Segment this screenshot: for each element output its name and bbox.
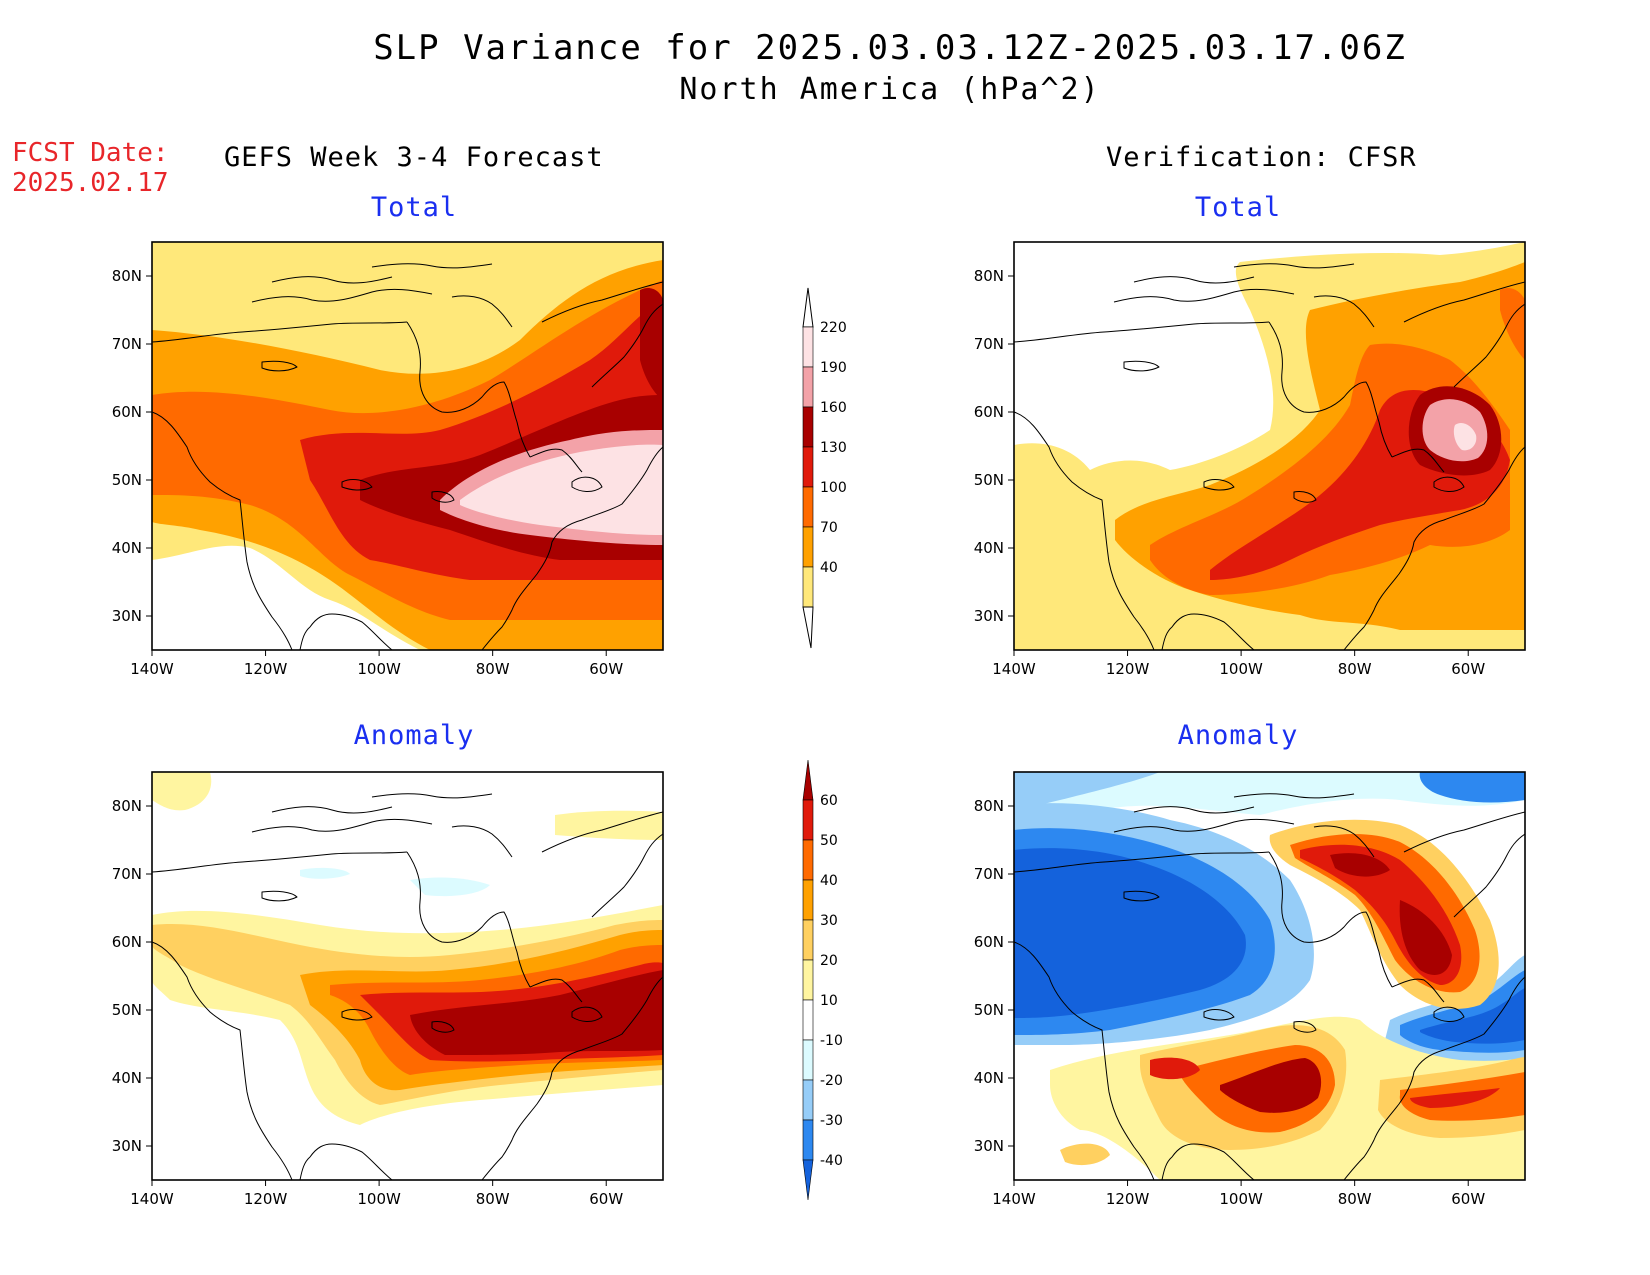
axes-forecast-anomaly: 140W 120W 100W 80W 60W 80N 70N 60N 50N 40N 30N — [112, 797, 624, 1208]
x-tick-label: 120W — [244, 1190, 288, 1208]
panel-title-verification-anomaly: Anomaly — [1177, 720, 1299, 751]
column-title-verification: Verification: CFSR — [1106, 142, 1417, 173]
main-title: SLP Variance for 2025.03.03.12Z-2025.03.… — [373, 28, 1407, 68]
axes-verification-anomaly: 140W 120W 100W 80W 60W 80N 70N 60N 50N 40N 30N — [974, 797, 1486, 1208]
x-tick-label: 60W — [589, 1190, 623, 1208]
x-tick-label: 60W — [589, 660, 623, 678]
y-tick-label: 60N — [974, 403, 1004, 421]
column-title-forecast: GEFS Week 3-4 Forecast — [224, 142, 604, 173]
map-forecast-total — [152, 242, 663, 650]
map-verification-anomaly — [1014, 772, 1525, 1180]
x-tick-label: 80W — [476, 660, 510, 678]
x-tick-label: 140W — [992, 660, 1036, 678]
colorbar-total — [802, 287, 814, 649]
x-tick-label: 60W — [1451, 1190, 1485, 1208]
colorbar-total-label: 40 — [820, 560, 838, 576]
x-tick-label: 120W — [1106, 1190, 1150, 1208]
y-tick-label: 40N — [112, 539, 142, 557]
coastline-forecast-anomaly — [151, 793, 664, 1181]
y-tick-label: 50N — [112, 471, 142, 489]
y-tick-label: 70N — [112, 335, 142, 353]
y-tick-label: 50N — [112, 1001, 142, 1019]
x-tick-label: 80W — [1338, 660, 1372, 678]
x-tick-label: 60W — [1451, 660, 1485, 678]
y-tick-label: 50N — [974, 471, 1004, 489]
colorbar-anomaly-label: 50 — [820, 833, 838, 849]
x-tick-label: 140W — [130, 660, 174, 678]
map-forecast-anomaly — [152, 772, 663, 1180]
x-tick-label: 80W — [476, 1190, 510, 1208]
y-tick-label: 40N — [974, 539, 1004, 557]
y-tick-label: 60N — [112, 933, 142, 951]
panel-title-forecast-total: Total — [370, 192, 458, 223]
colorbar-anomaly-label: -30 — [820, 1113, 843, 1129]
y-tick-label: 60N — [112, 403, 142, 421]
colorbar-anomaly-label: 20 — [820, 953, 838, 969]
colorbar-anomaly-label: 60 — [820, 793, 838, 809]
panel-title-forecast-anomaly: Anomaly — [353, 720, 475, 751]
y-tick-label: 80N — [974, 797, 1004, 815]
y-tick-label: 70N — [974, 865, 1004, 883]
map-frame-forecast-total — [151, 241, 664, 651]
x-tick-label: 140W — [130, 1190, 174, 1208]
colorbar-total-label: 130 — [820, 440, 847, 456]
colorbar-anomaly-label: 40 — [820, 873, 838, 889]
x-tick-label: 140W — [992, 1190, 1036, 1208]
x-tick-label: 120W — [244, 660, 288, 678]
colorbar-total-label: 100 — [820, 480, 847, 496]
coastline-forecast-total — [151, 263, 664, 651]
x-tick-label: 120W — [1106, 660, 1150, 678]
y-tick-label: 80N — [112, 267, 142, 285]
subtitle: North America (hPa^2) — [679, 72, 1101, 107]
map-frame-forecast-anomaly — [151, 771, 664, 1181]
y-tick-label: 50N — [974, 1001, 1004, 1019]
map-frame-verification-total — [1013, 241, 1526, 651]
colorbar-anomaly-label: 30 — [820, 913, 838, 929]
y-tick-label: 30N — [974, 1137, 1004, 1155]
panel-title-verification-total: Total — [1194, 192, 1282, 223]
colorbar-total-label: 160 — [820, 400, 847, 416]
y-tick-label: 70N — [112, 865, 142, 883]
y-tick-label: 30N — [112, 1137, 142, 1155]
coastline-verification-total — [1013, 263, 1526, 651]
x-tick-label: 100W — [1219, 1190, 1263, 1208]
x-tick-label: 100W — [357, 660, 401, 678]
map-verification-total — [1014, 242, 1525, 650]
colorbar-anomaly-label: -40 — [820, 1153, 843, 1169]
axes-forecast-total: 140W 120W 100W 80W 60W 80N 70N 60N 50N 40N 30N — [112, 267, 624, 678]
forecast-date-value: 2025.02.17 — [12, 168, 169, 198]
colorbar-total-label: 70 — [820, 520, 838, 536]
colorbar-anomaly-label: -20 — [820, 1073, 843, 1089]
y-tick-label: 40N — [112, 1069, 142, 1087]
colorbar-anomaly-label: 10 — [820, 993, 838, 1009]
y-tick-label: 80N — [112, 797, 142, 815]
y-tick-label: 30N — [112, 607, 142, 625]
x-tick-label: 80W — [1338, 1190, 1372, 1208]
colorbar-total-label: 190 — [820, 360, 847, 376]
map-frame-verification-anomaly — [1013, 771, 1526, 1181]
forecast-date-label: FCST Date: — [12, 138, 169, 168]
axes-verification-total: 140W 120W 100W 80W 60W 80N 70N 60N 50N 40N 30N — [974, 267, 1486, 678]
y-tick-label: 80N — [974, 267, 1004, 285]
colorbar-anomaly — [802, 759, 814, 1201]
colorbar-total-label: 220 — [820, 320, 847, 336]
y-tick-label: 40N — [974, 1069, 1004, 1087]
x-tick-label: 100W — [1219, 660, 1263, 678]
colorbar-anomaly-label: -10 — [820, 1033, 843, 1049]
y-tick-label: 30N — [974, 607, 1004, 625]
y-tick-label: 60N — [974, 933, 1004, 951]
x-tick-label: 100W — [357, 1190, 401, 1208]
coastline-verification-anomaly — [1013, 793, 1526, 1181]
y-tick-label: 70N — [974, 335, 1004, 353]
